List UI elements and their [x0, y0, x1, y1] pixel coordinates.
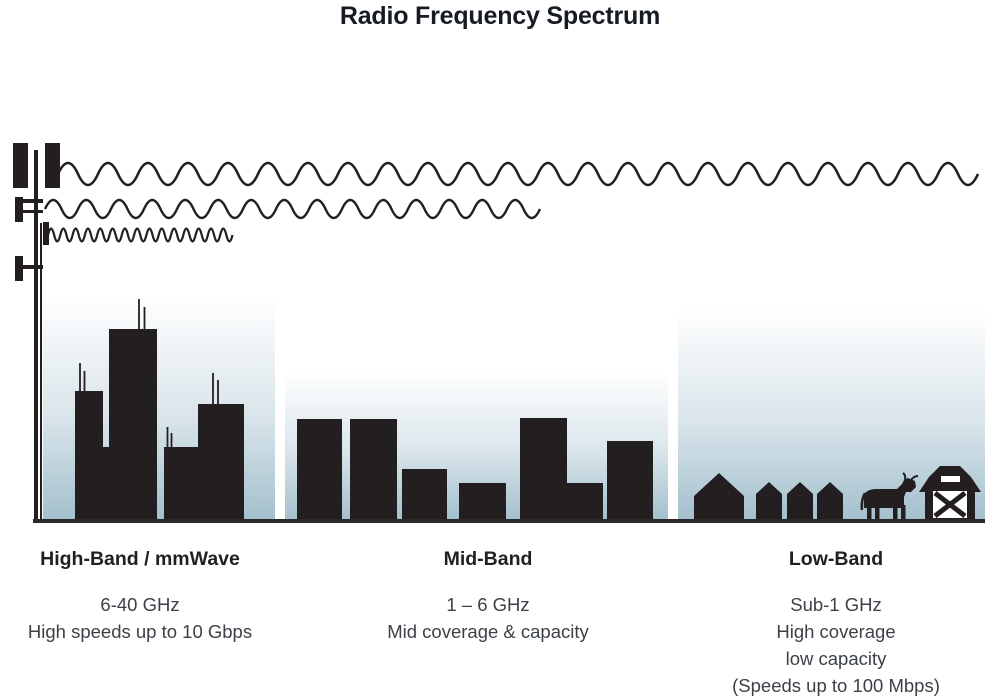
radio-waves	[43, 161, 980, 243]
low-band-wave-icon	[56, 161, 980, 187]
ground-line	[33, 519, 985, 523]
low-band-speed-note: (Speeds up to 100 Mbps)	[732, 675, 940, 696]
town-building	[567, 483, 603, 519]
cow-icon	[860, 472, 919, 519]
cow-horns	[902, 472, 919, 481]
low-band-frequency: Sub-1 GHz	[790, 594, 882, 615]
tower-antenna-panel-right	[45, 143, 60, 188]
town-building	[459, 483, 506, 519]
tower-crossbar-upper2	[16, 210, 43, 213]
low-band-title: Low-Band	[788, 548, 884, 570]
town-building	[607, 441, 653, 519]
tower-antenna-panel-left	[13, 143, 28, 188]
town-building	[350, 419, 397, 519]
cow-tail	[860, 492, 867, 511]
tower-crossbar-lower	[16, 265, 43, 269]
city-building	[164, 447, 198, 519]
mid-band-description: Mid coverage & capacity	[387, 621, 589, 642]
tower-crossbar-upper	[16, 199, 43, 203]
barn-door-cross	[933, 491, 967, 518]
city-building	[103, 447, 109, 519]
town-building	[297, 419, 342, 519]
high-band-caption: High-Band / mmWave 6-40 GHz High speeds …	[0, 548, 280, 645]
city-building-tallest	[109, 329, 157, 519]
mid-band-wave-icon	[43, 198, 542, 220]
town-building	[520, 418, 567, 519]
low-band-caption: Low-Band Sub-1 GHz High coverage low cap…	[696, 548, 976, 699]
tower-mast-secondary	[40, 223, 42, 519]
mid-band-caption: Mid-Band 1 – 6 GHz Mid coverage & capaci…	[348, 548, 628, 645]
spectrum-illustration	[13, 143, 985, 523]
high-band-wave-icon	[46, 227, 234, 243]
low-band-description2: low capacity	[785, 648, 887, 669]
high-band-frequency: 6-40 GHz	[100, 594, 180, 615]
house-icon	[756, 482, 782, 519]
house-icon	[694, 473, 744, 519]
high-band-description: High speeds up to 10 Gbps	[27, 621, 253, 642]
rooftop-antennas	[79, 299, 219, 448]
high-band-city-skyline	[75, 299, 244, 519]
mid-band-town-buildings	[297, 418, 653, 519]
tower-lower-panel	[15, 256, 23, 281]
low-band-description: High coverage	[776, 621, 896, 642]
town-building	[402, 469, 447, 519]
mid-band-title: Mid-Band	[443, 548, 533, 570]
low-band-rural-scene	[694, 466, 981, 519]
city-building	[75, 391, 103, 519]
city-building	[198, 404, 244, 519]
house-icon	[787, 482, 813, 519]
tower-mid-panel	[15, 197, 23, 222]
cell-tower-icon	[13, 143, 60, 519]
mid-band-frequency: 1 – 6 GHz	[446, 594, 530, 615]
page-title: Radio Frequency Spectrum	[339, 2, 661, 30]
barn-loft-vent	[941, 476, 960, 482]
tower-small-panel	[43, 222, 49, 245]
tower-mast	[34, 150, 38, 519]
barn-icon	[919, 466, 981, 519]
high-band-title: High-Band / mmWave	[40, 548, 240, 570]
house-icon	[817, 482, 843, 519]
